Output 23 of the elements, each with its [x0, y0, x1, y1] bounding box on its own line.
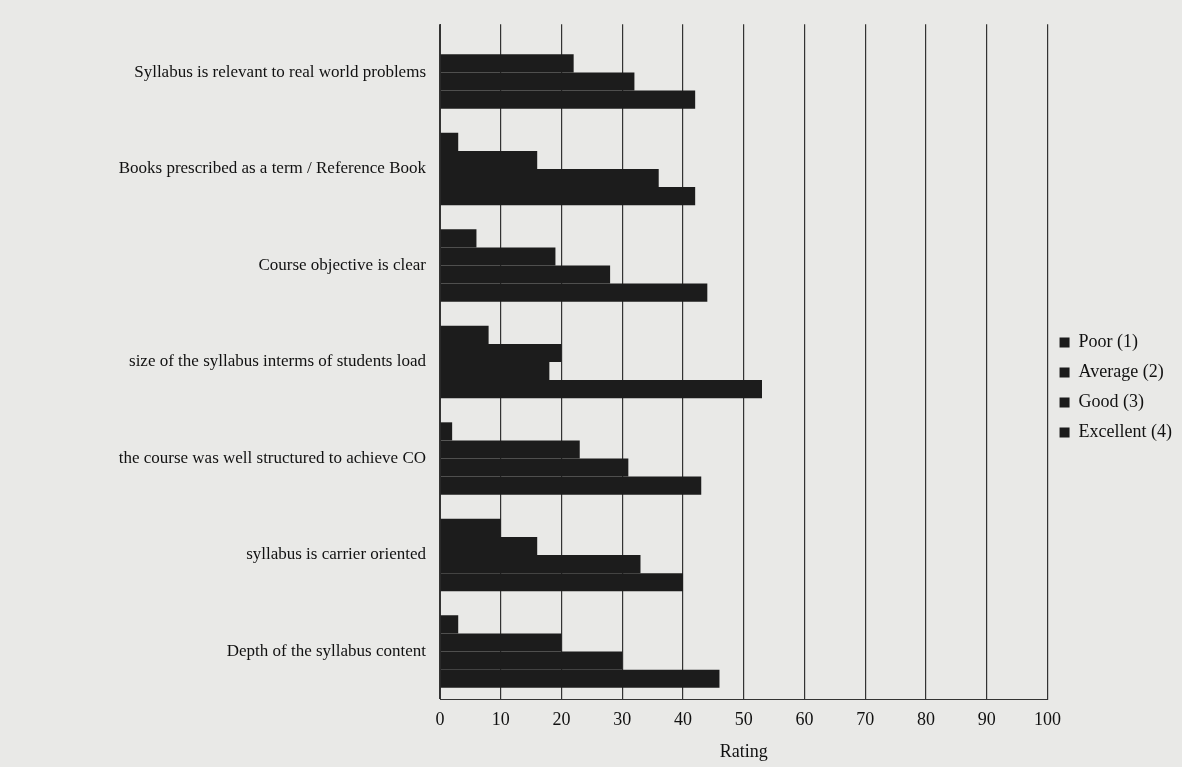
x-tick-label: 60 — [795, 709, 814, 730]
x-tick-label: 20 — [552, 709, 571, 730]
legend-label: Good (3) — [1078, 391, 1145, 413]
legend-label: Poor (1) — [1078, 331, 1139, 353]
y-tick-label: the course was well structured to achieve CO — [118, 447, 426, 467]
legend-label: Excellent (4) — [1078, 421, 1173, 443]
legend-label: Average (2) — [1078, 361, 1164, 383]
y-tick-label: syllabus is carrier oriented — [246, 544, 427, 564]
x-tick-label: 80 — [917, 709, 936, 730]
x-tick-label: 90 — [977, 709, 996, 730]
y-tick-label: Depth of the syllabus content — [226, 641, 427, 661]
x-tick-label: 0 — [435, 709, 445, 730]
x-tick-label: 50 — [734, 709, 753, 730]
x-tick-label: 40 — [674, 709, 693, 730]
y-tick-label: Books prescribed as a term / Reference Book — [118, 158, 427, 178]
x-tick-label: 30 — [613, 709, 632, 730]
x-tick-label: 10 — [491, 709, 510, 730]
x-axis-title: Rating — [719, 740, 768, 761]
x-tick-label: 100 — [1034, 709, 1062, 730]
y-tick-label: size of the syllabus interms of students load — [129, 351, 427, 371]
x-tick-label: 70 — [856, 709, 875, 730]
y-tick-label: Course objective is clear — [258, 254, 427, 274]
y-tick-label: Syllabus is relevant to real world problems — [134, 61, 426, 81]
